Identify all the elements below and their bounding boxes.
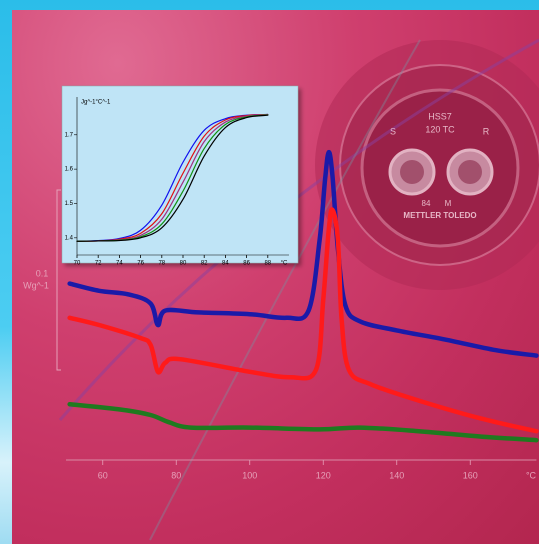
x-tick-label: 82 (201, 261, 208, 267)
sensor-text: HSS7 (428, 111, 452, 121)
sensor-text: 120 TC (425, 124, 455, 134)
x-tick-label: 80 (180, 261, 187, 267)
y-label: Jg^-1°C^-1 (81, 100, 111, 106)
scale-label: 0.1 (36, 268, 49, 278)
x-tick-label: 88 (264, 261, 271, 267)
x-unit: °C (281, 261, 288, 267)
x-tick-label: 76 (137, 261, 144, 267)
x-unit: °C (526, 470, 537, 480)
data-line (70, 404, 537, 440)
x-tick-label: 84 (222, 261, 229, 267)
scale-unit: Wg^-1 (23, 280, 49, 290)
x-tick-label: 80 (171, 470, 181, 480)
y-tick-label: 1.4 (65, 235, 74, 241)
x-tick-label: 72 (95, 261, 102, 267)
sensor-text: S (390, 126, 396, 136)
sensor-text: M (445, 199, 452, 208)
x-tick-label: 100 (242, 470, 257, 480)
sensor-text: R (483, 126, 490, 136)
scale-bar (57, 190, 61, 370)
x-tick-label: 140 (389, 470, 404, 480)
y-tick-label: 1.5 (65, 201, 74, 207)
x-tick-label: 120 (316, 470, 331, 480)
inset-panel (62, 86, 298, 263)
x-tick-label: 74 (116, 261, 123, 267)
sensor-text: 84 (422, 199, 431, 208)
sensor-text: METTLER TOLEDO (403, 211, 476, 220)
chart: S HSS7 120 TC R 84 M METTLER TOLEDO 60 80… (0, 0, 539, 544)
x-tick-label: 86 (243, 261, 250, 267)
page: {"chart_data": [ {"type": "line", "x_uni… (0, 0, 539, 544)
y-tick-label: 1.6 (65, 167, 74, 173)
x-tick-label: 78 (158, 261, 165, 267)
x-tick-label: 60 (98, 470, 108, 480)
x-tick-label: 160 (463, 470, 478, 480)
x-tick-label: 70 (74, 261, 81, 267)
y-tick-label: 1.7 (65, 132, 74, 138)
